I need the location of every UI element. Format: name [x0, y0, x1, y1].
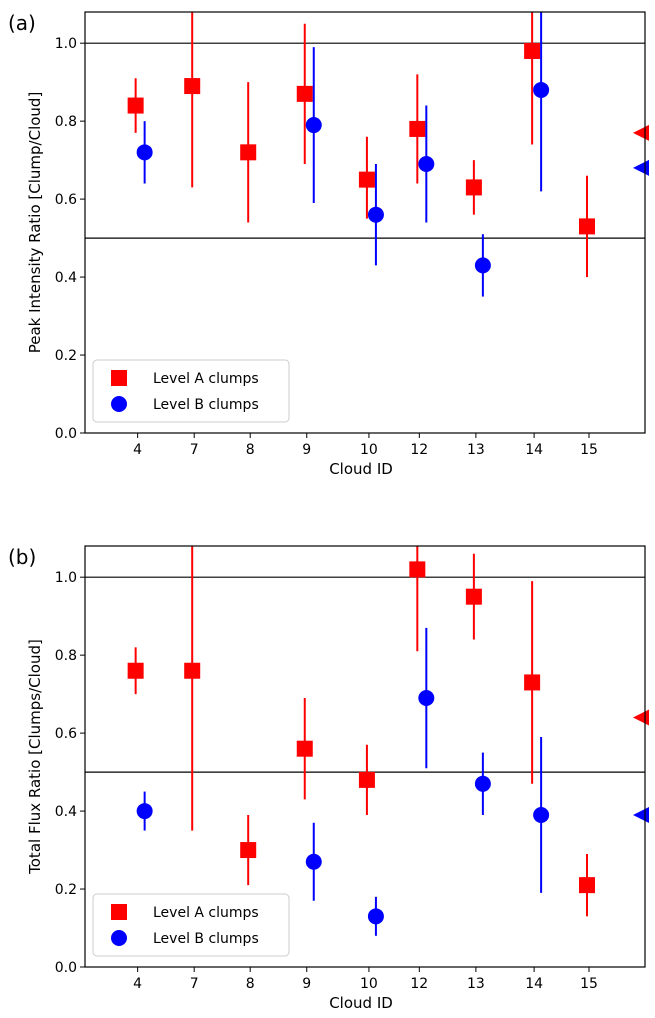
y-tick-label: 0.8	[55, 114, 77, 130]
data-point-square	[296, 85, 313, 102]
legend-square-icon	[111, 370, 127, 386]
panel-label: (b)	[8, 545, 36, 569]
x-tick-label: 9	[302, 442, 311, 458]
panel-label: (a)	[8, 11, 36, 35]
x-tick-label: 13	[467, 976, 485, 992]
legend-label: Level A clumps	[153, 371, 259, 387]
x-tick-label: 9	[302, 976, 311, 992]
x-tick-label: 12	[410, 442, 428, 458]
x-tick-label: 13	[467, 442, 485, 458]
x-tick-label: 14	[525, 442, 543, 458]
legend-label: Level B clumps	[153, 931, 259, 947]
y-tick-label: 0.6	[55, 192, 77, 208]
x-tick-label: 4	[133, 976, 142, 992]
edge-marker-triangle	[633, 124, 649, 141]
legend-box	[92, 893, 290, 957]
legend-square-icon	[111, 904, 127, 920]
x-tick-label: 12	[410, 976, 428, 992]
y-tick-label: 0.6	[55, 726, 77, 742]
data-marks	[127, 546, 595, 936]
data-point-square	[296, 740, 313, 757]
y-axis-label: Total Flux Ratio [Clumps/Cloud]	[26, 639, 44, 875]
data-point-square	[524, 674, 541, 691]
y-tick-label: 1.0	[55, 36, 77, 52]
y-tick-label: 0.8	[55, 648, 77, 664]
legend-label: Level B clumps	[153, 397, 259, 413]
legend: Level A clumps Level B clumps	[92, 359, 290, 423]
x-axis-label: Cloud ID	[329, 460, 393, 478]
data-point-square	[465, 588, 482, 605]
data-point-circle	[474, 775, 491, 792]
edge-marker-triangle	[633, 159, 649, 176]
data-point-circle	[136, 144, 153, 161]
data-point-square	[579, 877, 595, 894]
data-point-circle	[533, 806, 550, 823]
x-tick-label: 14	[525, 976, 543, 992]
data-point-circle	[305, 853, 322, 870]
data-marks	[127, 12, 595, 297]
data-point-circle	[367, 206, 384, 223]
panel-a: 0.0 0.2 0.4 0.6 0.8 1.0 4 7 8 9 10 12 13 14 15 Cloud ID…	[8, 11, 649, 478]
data-point-square	[127, 97, 144, 114]
edge-marker-triangle	[633, 709, 649, 726]
x-tick-label: 8	[246, 442, 255, 458]
data-point-circle	[305, 117, 322, 134]
data-point-square	[240, 144, 257, 161]
data-point-square	[524, 42, 541, 59]
data-point-square	[409, 120, 426, 137]
data-point-circle	[418, 156, 435, 173]
y-tick-label: 1.0	[55, 570, 77, 586]
data-point-square	[465, 179, 482, 196]
y-tick-label: 0.4	[55, 270, 77, 286]
data-point-square	[358, 171, 375, 188]
x-tick-label: 10	[360, 976, 378, 992]
y-tick-label: 0.0	[55, 960, 77, 976]
legend-circle-icon	[111, 930, 127, 946]
x-tick-label: 7	[190, 976, 199, 992]
data-point-square	[184, 662, 201, 679]
data-point-square	[184, 78, 201, 95]
legend: Level A clumps Level B clumps	[92, 893, 290, 957]
x-tick-label: 8	[246, 976, 255, 992]
y-axis-label: Peak Intensity Ratio [Clump/Cloud]	[26, 92, 44, 354]
legend-circle-icon	[111, 396, 127, 412]
edge-marker-triangle	[633, 806, 649, 823]
y-tick-label: 0.2	[55, 882, 77, 898]
x-tick-label: 15	[580, 442, 598, 458]
data-point-square	[358, 771, 375, 788]
x-tick-label: 15	[580, 976, 598, 992]
legend-label: Level A clumps	[153, 905, 259, 921]
y-tick-label: 0.4	[55, 804, 77, 820]
data-point-square	[240, 842, 257, 859]
y-tick-label: 0.0	[55, 426, 77, 442]
data-point-square	[127, 662, 144, 679]
x-tick-label: 4	[133, 442, 142, 458]
data-point-circle	[474, 257, 491, 274]
data-point-circle	[418, 690, 435, 707]
panel-b: 0.0 0.2 0.4 0.6 0.8 1.0 4 7 8 9 10 12 13 14 15 Cloud ID…	[8, 545, 649, 1012]
data-point-circle	[533, 81, 550, 98]
plot-frame	[84, 11, 646, 434]
data-point-circle	[367, 908, 384, 925]
data-point-square	[409, 561, 426, 578]
legend-box	[92, 359, 290, 423]
plot-frame	[84, 545, 646, 968]
x-tick-label: 7	[190, 442, 199, 458]
data-point-square	[579, 218, 595, 235]
x-axis-label: Cloud ID	[329, 994, 393, 1012]
y-tick-label: 0.2	[55, 348, 77, 364]
x-tick-label: 10	[360, 442, 378, 458]
data-point-circle	[136, 803, 153, 820]
